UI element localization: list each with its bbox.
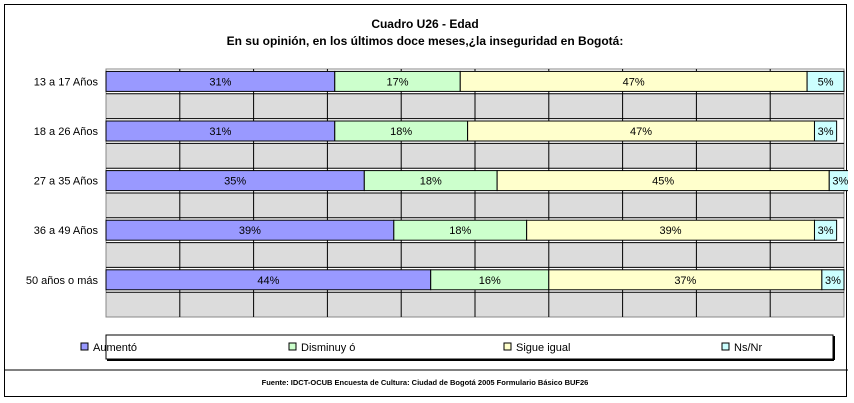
legend-box — [105, 334, 834, 360]
data-label: 18% — [390, 126, 412, 138]
category-label: 36 a 49 Años — [34, 225, 99, 237]
legend-label: Disminuy ó — [301, 342, 355, 354]
data-label: 3% — [818, 126, 834, 138]
gridlines — [106, 69, 844, 317]
chart-subtitle: En su opinión, en los últimos doce meses… — [227, 34, 624, 48]
bars: 31% 17% 47% 5% 31% 18% 47% 3% 35% 18% 45% 3% 39% 18% 3… — [105, 70, 848, 291]
bar-segment — [806, 70, 845, 92]
data-label: 47% — [623, 76, 645, 88]
legend: Aumentó Disminuy ó Sigue igual Ns/Nr — [80, 342, 762, 354]
legend-label: Ns/Nr — [734, 342, 762, 354]
source-note: Fuente: IDCT-OCUB Encuesta de Cultura: C… — [262, 378, 589, 387]
legend-swatch — [288, 342, 297, 351]
data-label: 35% — [224, 176, 246, 188]
category-labels: 13 a 17 Años 18 a 26 Años 27 a 35 Años 36 a… — [26, 76, 99, 286]
data-label: 39% — [660, 225, 682, 237]
data-label: 18% — [449, 225, 471, 237]
bar-segment — [813, 219, 838, 241]
data-label: 18% — [420, 176, 442, 188]
category-label: 13 a 17 Años — [34, 76, 99, 88]
chart-title: Cuadro U26 - Edad — [371, 17, 478, 31]
bar-segment — [821, 269, 845, 291]
data-label: 5% — [818, 76, 834, 88]
data-label: 3% — [818, 225, 834, 237]
category-label: 18 a 26 Años — [34, 126, 99, 138]
chart-frame: Cuadro U26 - Edad En su opinión, en los … — [4, 4, 848, 397]
bar-segment — [828, 170, 848, 192]
data-label: 37% — [674, 275, 696, 287]
data-label: 31% — [209, 126, 231, 138]
category-label: 50 años o más — [26, 275, 99, 287]
legend-swatch — [503, 342, 512, 351]
data-label: 31% — [209, 76, 231, 88]
data-label: 17% — [386, 76, 408, 88]
data-label: 16% — [479, 275, 501, 287]
category-label: 27 a 35 Años — [34, 176, 99, 188]
data-label: 45% — [652, 176, 674, 188]
legend-swatch — [721, 342, 730, 351]
bar-segment — [813, 120, 838, 142]
legend-swatch — [80, 342, 89, 351]
data-label: 3% — [825, 275, 841, 287]
data-label: 47% — [630, 126, 652, 138]
data-label: 39% — [239, 225, 261, 237]
legend-label: Aumentó — [93, 342, 137, 354]
data-label: 3% — [832, 176, 848, 188]
stacked-bar-chart: Cuadro U26 - Edad En su opinión, en los … — [5, 17, 848, 387]
legend-label: Sigue igual — [516, 342, 570, 354]
data-label: 44% — [257, 275, 279, 287]
